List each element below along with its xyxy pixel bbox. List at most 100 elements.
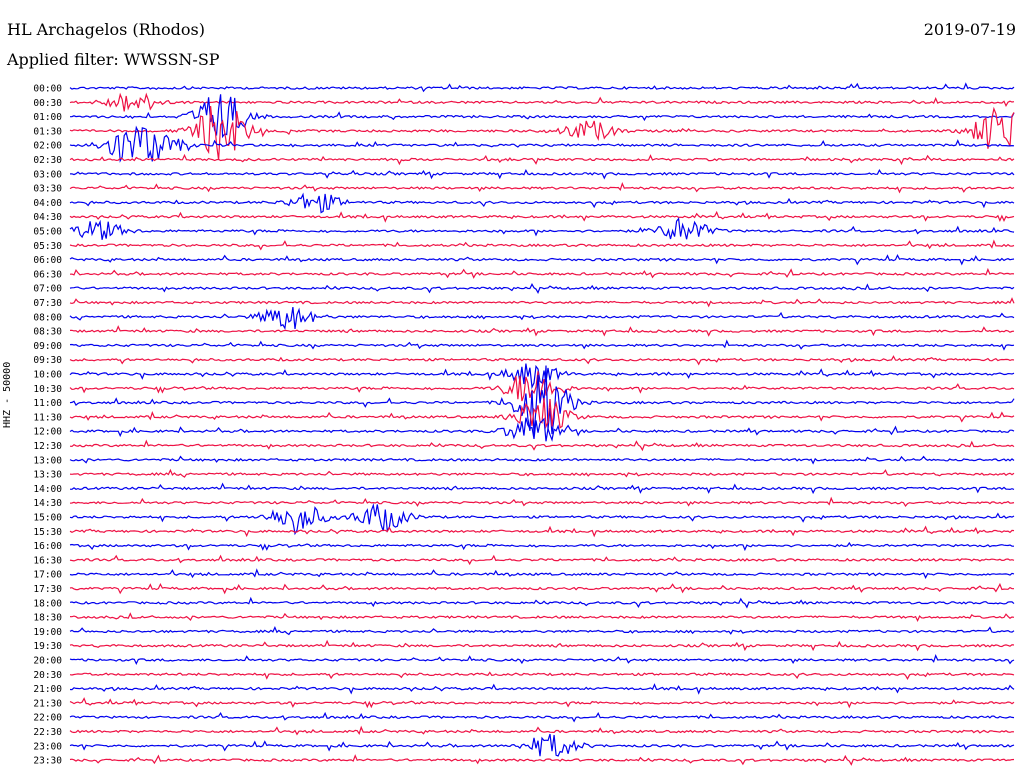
time-label: 00:00 — [33, 84, 62, 95]
seismic-trace-0800 — [69, 307, 1015, 330]
seismic-trace-1730 — [69, 582, 1014, 595]
time-label: 01:30 — [33, 126, 62, 137]
time-label: 02:30 — [33, 155, 62, 166]
seismic-trace-1400 — [69, 482, 1015, 495]
seismic-trace-0130 — [69, 105, 1015, 160]
date-label: 2019-07-19 — [923, 20, 1016, 39]
seismic-traces — [69, 82, 1015, 766]
time-label: 12:00 — [33, 427, 62, 438]
seismic-trace-0430 — [69, 210, 1015, 223]
seismic-trace-1600 — [69, 541, 1014, 552]
time-label: 00:30 — [33, 98, 62, 109]
time-label: 12:30 — [33, 441, 62, 452]
seismic-trace-1500 — [69, 503, 1015, 536]
time-label: 15:00 — [33, 513, 62, 524]
seismic-trace-0530 — [69, 239, 1015, 251]
seismic-trace-2300 — [69, 733, 1015, 757]
seismic-trace-1530 — [69, 525, 1015, 538]
seismic-trace-1300 — [69, 455, 1015, 465]
time-label: 10:30 — [33, 384, 62, 395]
seismic-trace-1100 — [69, 365, 1015, 435]
time-label: 14:30 — [33, 498, 62, 509]
time-label: 07:30 — [33, 298, 62, 309]
seismic-trace-1330 — [69, 468, 1015, 478]
time-label: 16:00 — [33, 541, 62, 552]
seismic-trace-1030 — [69, 371, 1015, 402]
time-label: 17:30 — [33, 584, 62, 595]
time-label: 06:00 — [33, 255, 62, 266]
time-label: 14:00 — [33, 484, 62, 495]
time-label: 18:00 — [33, 598, 62, 609]
time-label: 21:00 — [33, 684, 62, 695]
time-label: 06:30 — [33, 269, 62, 280]
seismic-trace-0930 — [69, 355, 1015, 366]
time-label: 23:30 — [33, 756, 62, 767]
time-label: 07:00 — [33, 284, 62, 295]
seismic-trace-2130 — [69, 697, 1015, 709]
seismic-trace-2200 — [69, 711, 1015, 723]
time-label: 09:30 — [33, 355, 62, 366]
seismic-trace-2030 — [69, 671, 1015, 681]
seismic-trace-1830 — [69, 612, 1015, 623]
time-label: 03:00 — [33, 169, 62, 180]
time-label: 18:30 — [33, 613, 62, 624]
seismic-trace-1230 — [69, 439, 1015, 452]
seismic-trace-0330 — [69, 182, 1015, 194]
filter-label: Applied filter: WWSSN-SP — [7, 50, 220, 69]
time-label: 03:30 — [33, 184, 62, 195]
time-label: 02:00 — [33, 141, 62, 152]
time-label: 15:30 — [33, 527, 62, 538]
time-label: 19:00 — [33, 627, 62, 638]
seismic-trace-0230 — [69, 153, 1015, 166]
seismic-trace-0730 — [69, 297, 1015, 308]
time-label: 22:00 — [33, 713, 62, 724]
seismic-trace-2100 — [69, 683, 1015, 695]
seismic-trace-0600 — [69, 254, 1015, 266]
seismic-trace-0900 — [69, 339, 1015, 351]
seismic-trace-0630 — [69, 267, 1015, 279]
time-label: 17:00 — [33, 570, 62, 581]
time-tick-labels: 00:00 00:30 01:00 01:30 02:00 02:30 03:00 03:30… — [33, 84, 62, 767]
seismic-trace-2000 — [69, 653, 1015, 665]
time-label: 04:30 — [33, 212, 62, 223]
seismic-trace-2230 — [69, 725, 1015, 736]
seismic-trace-0300 — [69, 168, 1015, 180]
seismic-trace-1930 — [69, 639, 1015, 652]
time-label: 20:00 — [33, 656, 62, 667]
seismic-trace-0200 — [69, 125, 1015, 163]
time-label: 08:30 — [33, 327, 62, 338]
seismic-trace-0100 — [69, 94, 1015, 139]
time-label: 16:30 — [33, 555, 62, 566]
seismic-trace-0030 — [69, 92, 1015, 112]
seismic-trace-1700 — [69, 568, 1015, 579]
time-label: 05:30 — [33, 241, 62, 252]
seismic-trace-1800 — [69, 596, 1015, 609]
seismic-trace-0000 — [69, 82, 1015, 93]
time-label: 23:00 — [33, 741, 62, 752]
time-label: 13:30 — [33, 470, 62, 481]
seismic-trace-1900 — [69, 626, 1015, 636]
seismic-trace-2330 — [69, 754, 1015, 766]
seismic-trace-0500 — [69, 217, 1015, 240]
time-label: 13:00 — [33, 455, 62, 466]
time-label: 21:30 — [33, 698, 62, 709]
station-title: HL Archagelos (Rhodos) — [7, 20, 205, 39]
time-label: 11:00 — [33, 398, 62, 409]
seismic-trace-1200 — [69, 417, 1015, 442]
seismic-trace-1000 — [69, 363, 1015, 390]
seismic-trace-0700 — [69, 283, 1015, 294]
time-label: 01:00 — [33, 112, 62, 123]
time-label: 09:00 — [33, 341, 62, 352]
time-label: 11:30 — [33, 412, 62, 423]
seismic-trace-0400 — [69, 192, 1015, 214]
seismic-trace-1430 — [69, 496, 1015, 508]
time-label: 05:00 — [33, 227, 62, 238]
time-label: 10:00 — [33, 370, 62, 381]
time-label: 19:30 — [33, 641, 62, 652]
seismic-trace-1630 — [69, 554, 1015, 566]
time-label: 22:30 — [33, 727, 62, 738]
seismic-trace-1130 — [69, 398, 1015, 429]
time-label: 04:00 — [33, 198, 62, 209]
time-label: 08:00 — [33, 312, 62, 323]
